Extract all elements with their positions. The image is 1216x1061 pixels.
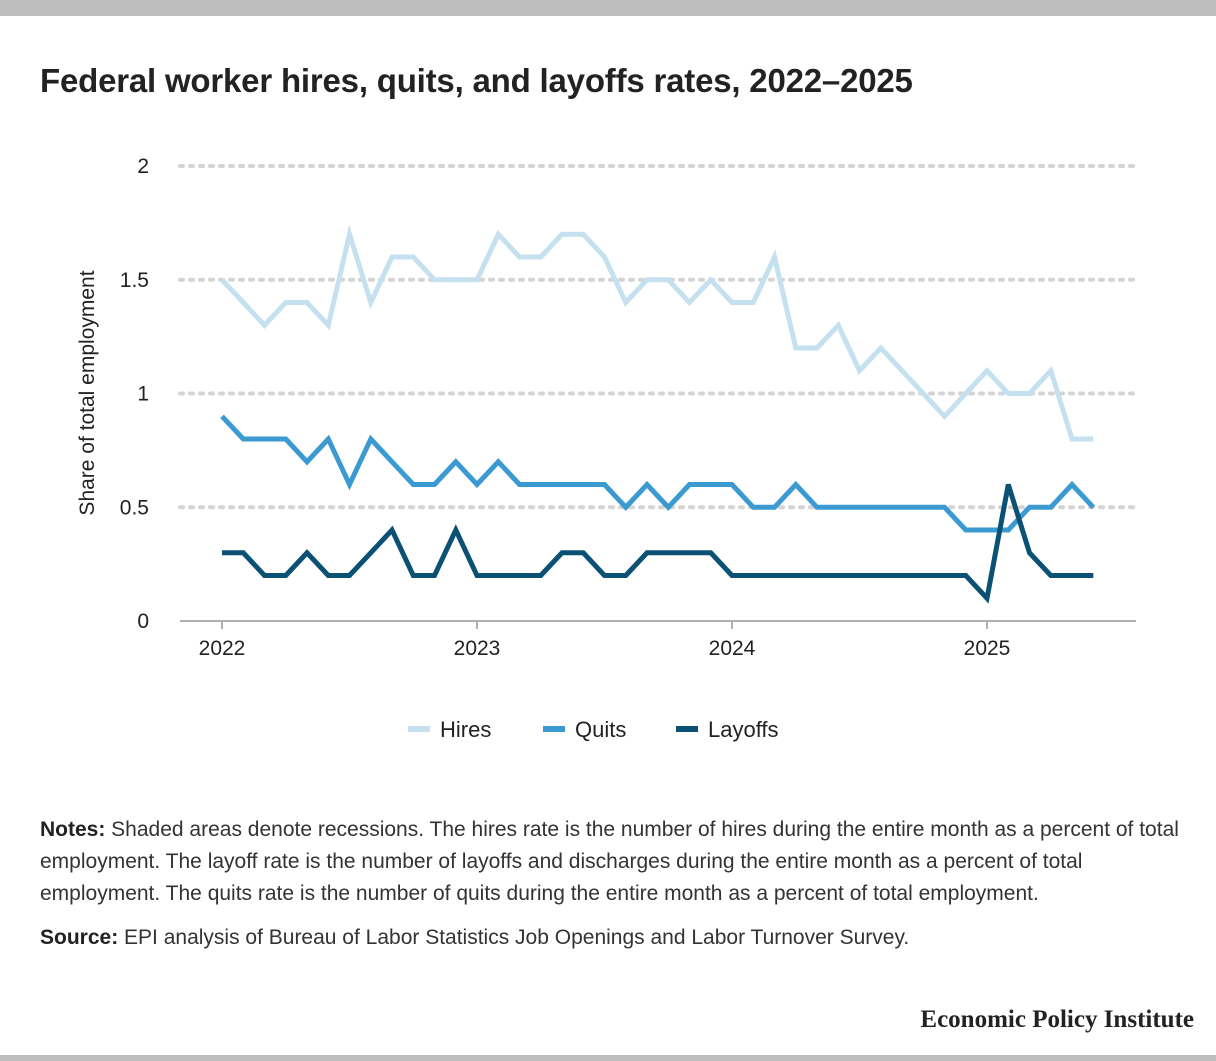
chart-title: Federal worker hires, quits, and layoffs… <box>40 62 913 99</box>
bottom-border <box>0 1055 1216 1061</box>
brand-logo-text: Economic Policy Institute <box>920 1006 1194 1033</box>
x-tick-label: 2025 <box>964 637 1011 660</box>
notes-label: Notes: <box>40 818 106 841</box>
x-tick-label: 2024 <box>709 637 756 660</box>
source-label: Source: <box>40 926 119 949</box>
y-axis-title: Share of total employment <box>76 270 99 515</box>
x-axis: 2022 2023 2024 2025 <box>180 620 1136 660</box>
y-tick-label: 2 <box>137 155 149 178</box>
y-tick-label: 1.5 <box>120 269 149 292</box>
x-tick-label: 2022 <box>199 637 246 660</box>
notes-block: Notes: Shaded areas denote recessions. T… <box>40 814 1180 954</box>
y-axis-ticks: 0 0.5 1 1.5 2 <box>120 155 149 633</box>
series-line-layoffs <box>222 483 1094 604</box>
series-line-hires <box>220 224 1094 442</box>
legend-label-layoffs: Layoffs <box>708 717 779 742</box>
notes-paragraph: Notes: Shaded areas denote recessions. T… <box>40 814 1180 910</box>
legend: Hires Quits Layoffs <box>408 717 779 742</box>
source-paragraph: Source: EPI analysis of Bureau of Labor … <box>40 922 1180 954</box>
y-tick-label: 1 <box>137 383 149 406</box>
top-border <box>0 0 1216 16</box>
legend-label-quits: Quits <box>575 717 626 742</box>
source-text: EPI analysis of Bureau of Labor Statisti… <box>118 926 910 949</box>
series-lines <box>220 224 1096 604</box>
gridlines <box>178 164 1138 510</box>
line-chart: 0 0.5 1 1.5 2 2022 2023 2024 2025 Hires Quits Lay… <box>76 155 1138 742</box>
notes-text: Shaded areas denote recessions. The hire… <box>40 818 1179 905</box>
legend-label-hires: Hires <box>440 717 491 742</box>
y-tick-label: 0.5 <box>120 496 149 519</box>
x-tick-label: 2023 <box>454 637 501 660</box>
series-line-quits <box>220 414 1096 533</box>
y-tick-label: 0 <box>137 610 149 633</box>
